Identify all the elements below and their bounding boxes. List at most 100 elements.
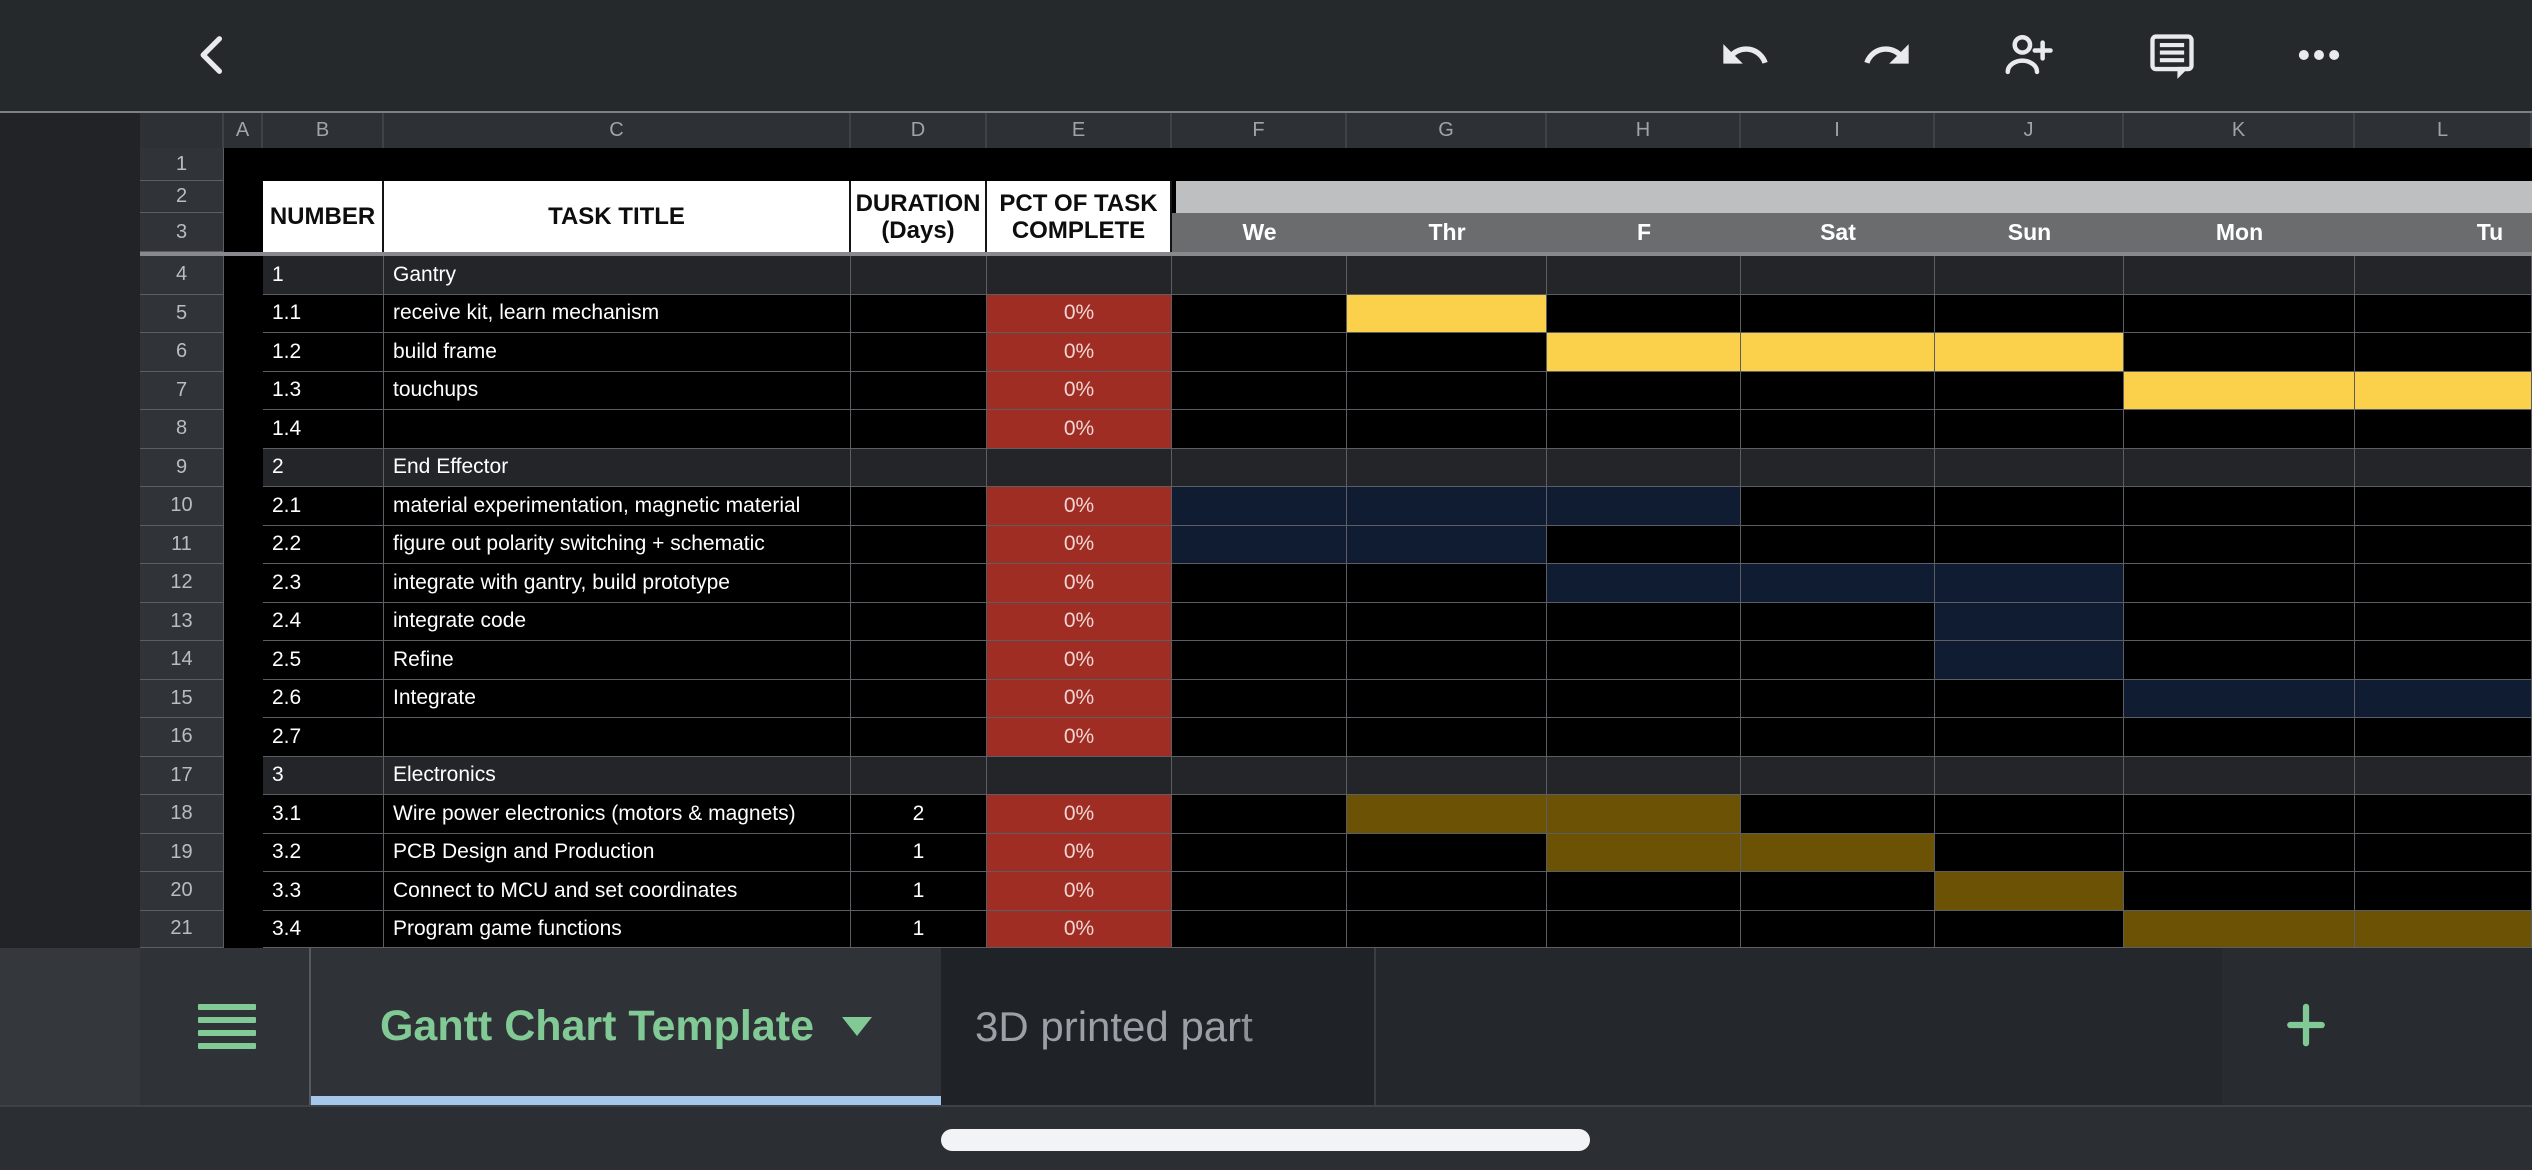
cell-pct-2.7[interactable]: 0% [987, 718, 1172, 757]
day-cell[interactable] [1935, 910, 2124, 948]
day-header-F[interactable]: F [1547, 213, 1741, 252]
day-header-Tu[interactable]: Tu [2355, 213, 2532, 252]
day-cell[interactable] [1741, 641, 1935, 680]
cell-pct-1[interactable] [987, 256, 1172, 295]
cell-duration-3.1[interactable]: 2 [851, 795, 987, 834]
tab-3d-printed-part[interactable]: 3D printed part [941, 948, 1374, 1105]
cell-duration-2.4[interactable] [851, 602, 987, 641]
row-header-11[interactable]: 11 [140, 525, 224, 564]
day-cell[interactable] [1741, 410, 1935, 449]
cell-duration-1.2[interactable] [851, 333, 987, 372]
day-cell[interactable] [1547, 410, 1741, 449]
day-cell[interactable] [1547, 718, 1741, 757]
row-header-13[interactable]: 13 [140, 602, 224, 641]
gantt-bar-cell-2.6[interactable] [2355, 679, 2532, 718]
row-header-20[interactable]: 20 [140, 872, 224, 911]
cell-number-1.2[interactable]: 1.2 [263, 333, 384, 372]
cell-title-3.3[interactable]: Connect to MCU and set coordinates [384, 872, 851, 911]
day-cell[interactable] [1172, 910, 1347, 948]
cell-title-3[interactable]: Electronics [384, 756, 851, 795]
column-header-B[interactable]: B [263, 113, 384, 148]
day-cell[interactable] [1172, 602, 1347, 641]
sheets-list-button[interactable] [140, 948, 310, 1105]
tab-gantt-chart-template[interactable]: Gantt Chart Template [311, 948, 941, 1105]
day-cell[interactable] [2355, 410, 2532, 449]
column-header-D[interactable]: D [851, 113, 987, 148]
day-cell[interactable] [2124, 256, 2355, 295]
row-header-5[interactable]: 5 [140, 294, 224, 333]
back-button[interactable] [182, 24, 246, 88]
day-cell[interactable] [1741, 795, 1935, 834]
day-cell[interactable] [1935, 487, 2124, 526]
header-cell-number[interactable]: NUMBER [263, 181, 384, 252]
column-header-K[interactable]: K [2124, 113, 2355, 148]
cell-duration-3[interactable] [851, 756, 987, 795]
cell-number-3[interactable]: 3 [263, 756, 384, 795]
day-header-We[interactable]: We [1172, 213, 1347, 252]
row-header-14[interactable]: 14 [140, 641, 224, 680]
day-cell[interactable] [1172, 641, 1347, 680]
cell-pct-2.5[interactable]: 0% [987, 641, 1172, 680]
day-cell[interactable] [2355, 487, 2532, 526]
cell-duration-3.2[interactable]: 1 [851, 833, 987, 872]
day-cell[interactable] [2355, 525, 2532, 564]
gantt-bar-cell-2.3[interactable] [1935, 564, 2124, 603]
column-header-I[interactable]: I [1741, 113, 1935, 148]
day-cell[interactable] [1935, 371, 2124, 410]
day-cell[interactable] [1347, 564, 1547, 603]
day-cell[interactable] [2124, 564, 2355, 603]
cell-duration-2.6[interactable] [851, 679, 987, 718]
row-header-15[interactable]: 15 [140, 679, 224, 718]
cell-title-1.3[interactable]: touchups [384, 371, 851, 410]
cell-duration-1[interactable] [851, 256, 987, 295]
day-cell[interactable] [1741, 910, 1935, 948]
cell-number-1.1[interactable]: 1.1 [263, 294, 384, 333]
cell-title-1.2[interactable]: build frame [384, 333, 851, 372]
cell-title-2[interactable]: End Effector [384, 448, 851, 487]
cell-duration-3.4[interactable]: 1 [851, 910, 987, 948]
day-cell[interactable] [1172, 833, 1347, 872]
row-header-18[interactable]: 18 [140, 795, 224, 834]
day-cell[interactable] [1347, 371, 1547, 410]
day-cell[interactable] [1547, 756, 1741, 795]
cell-duration-2.3[interactable] [851, 564, 987, 603]
cell-pct-3.3[interactable]: 0% [987, 872, 1172, 911]
day-cell[interactable] [2355, 602, 2532, 641]
gantt-bar-cell-3.2[interactable] [1741, 833, 1935, 872]
day-cell[interactable] [1741, 602, 1935, 641]
row-header-6[interactable]: 6 [140, 333, 224, 372]
day-cell[interactable] [1547, 679, 1741, 718]
add-sheet-button[interactable] [2222, 948, 2390, 1105]
column-header-C[interactable]: C [384, 113, 851, 148]
day-cell[interactable] [1547, 371, 1741, 410]
day-cell[interactable] [2124, 795, 2355, 834]
cell-number-1[interactable]: 1 [263, 256, 384, 295]
day-cell[interactable] [1347, 448, 1547, 487]
gantt-bar-cell-1.2[interactable] [1741, 333, 1935, 372]
cell-number-1.3[interactable]: 1.3 [263, 371, 384, 410]
day-cell[interactable] [2124, 525, 2355, 564]
cell-number-2.7[interactable]: 2.7 [263, 718, 384, 757]
row-header-2[interactable]: 2 [140, 181, 224, 213]
cell-title-2.3[interactable]: integrate with gantry, build prototype [384, 564, 851, 603]
cell-title-1.4[interactable] [384, 410, 851, 449]
day-cell[interactable] [2124, 487, 2355, 526]
day-cell[interactable] [2355, 872, 2532, 911]
cell-number-2.2[interactable]: 2.2 [263, 525, 384, 564]
day-cell[interactable] [1935, 525, 2124, 564]
cell-title-1[interactable]: Gantry [384, 256, 851, 295]
cell-number-2.6[interactable]: 2.6 [263, 679, 384, 718]
day-cell[interactable] [2355, 333, 2532, 372]
day-cell[interactable] [1347, 756, 1547, 795]
day-cell[interactable] [1741, 487, 1935, 526]
cell-pct-2.1[interactable]: 0% [987, 487, 1172, 526]
gantt-bar-cell-3.1[interactable] [1547, 795, 1741, 834]
cell-number-3.2[interactable]: 3.2 [263, 833, 384, 872]
day-cell[interactable] [1172, 564, 1347, 603]
row-header-9[interactable]: 9 [140, 448, 224, 487]
day-cell[interactable] [1741, 371, 1935, 410]
column-header-L[interactable]: L [2355, 113, 2532, 148]
day-cell[interactable] [1547, 294, 1741, 333]
day-cell[interactable] [1172, 333, 1347, 372]
gantt-bar-cell-2.2[interactable] [1347, 525, 1547, 564]
